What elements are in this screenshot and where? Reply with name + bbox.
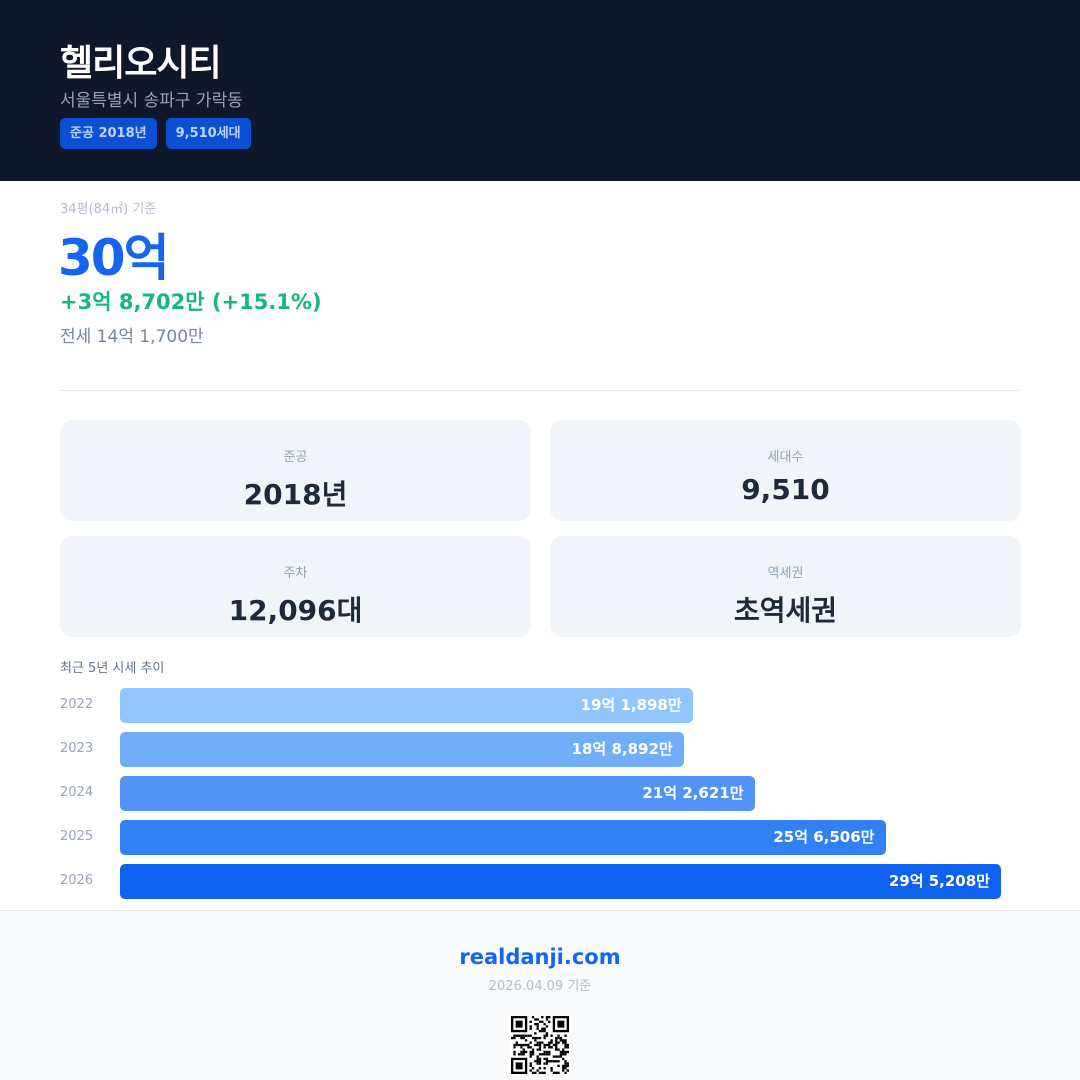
year-label: 2022 <box>60 697 94 712</box>
price: 30억 <box>58 229 170 287</box>
bar-2023: 18억 8,892만 <box>120 732 684 767</box>
card-value: 12,096대 <box>228 594 363 627</box>
card-value: 9,510 <box>741 473 830 506</box>
year-label: 2024 <box>60 785 94 800</box>
card-parking: 주차 12,096대 <box>60 536 531 637</box>
price-change: +3억 8,702만 (+15.1%) <box>60 290 322 314</box>
card-households: 세대수 9,510 <box>550 420 1021 521</box>
card-label: 준공 <box>283 450 308 465</box>
year-label: 2023 <box>60 741 94 756</box>
year-label: 2026 <box>60 873 94 888</box>
address: 서울특별시 송파구 가락동 <box>60 91 243 111</box>
header: 헬리오시티 서울특별시 송파구 가락동 준공 2018년 9,510세대 <box>0 0 1080 181</box>
card-value: 2018년 <box>243 478 348 511</box>
qr-code <box>510 1016 570 1074</box>
bar-2022: 19억 1,898만 <box>120 688 693 723</box>
card-label: 역세권 <box>767 566 804 581</box>
badge-households: 9,510세대 <box>165 118 251 149</box>
footer: realdanji.com 2026.04.09 기준 <box>0 910 1080 1080</box>
jeonse-price: 전세 14억 1,700만 <box>60 327 204 347</box>
complex-title: 헬리오시티 <box>60 43 222 84</box>
bar-2025: 25억 6,506만 <box>120 820 886 855</box>
badge-built-year: 준공 2018년 <box>60 118 157 149</box>
price-basis: 34평(84㎡) 기준 <box>60 202 157 217</box>
bar-2026: 29억 5,208만 <box>120 864 1001 899</box>
data-date: 2026.04.09 기준 <box>488 979 592 994</box>
bar-2024: 21억 2,621만 <box>120 776 755 811</box>
card-value: 초역세권 <box>733 594 838 627</box>
divider <box>60 390 1021 391</box>
chart-title: 최근 5년 시세 추이 <box>60 661 165 676</box>
card-label: 주차 <box>283 566 308 581</box>
site-link[interactable]: realdanji.com <box>459 945 621 969</box>
card-built: 준공 2018년 <box>60 420 531 521</box>
year-label: 2025 <box>60 829 94 844</box>
card-label: 세대수 <box>767 450 804 465</box>
